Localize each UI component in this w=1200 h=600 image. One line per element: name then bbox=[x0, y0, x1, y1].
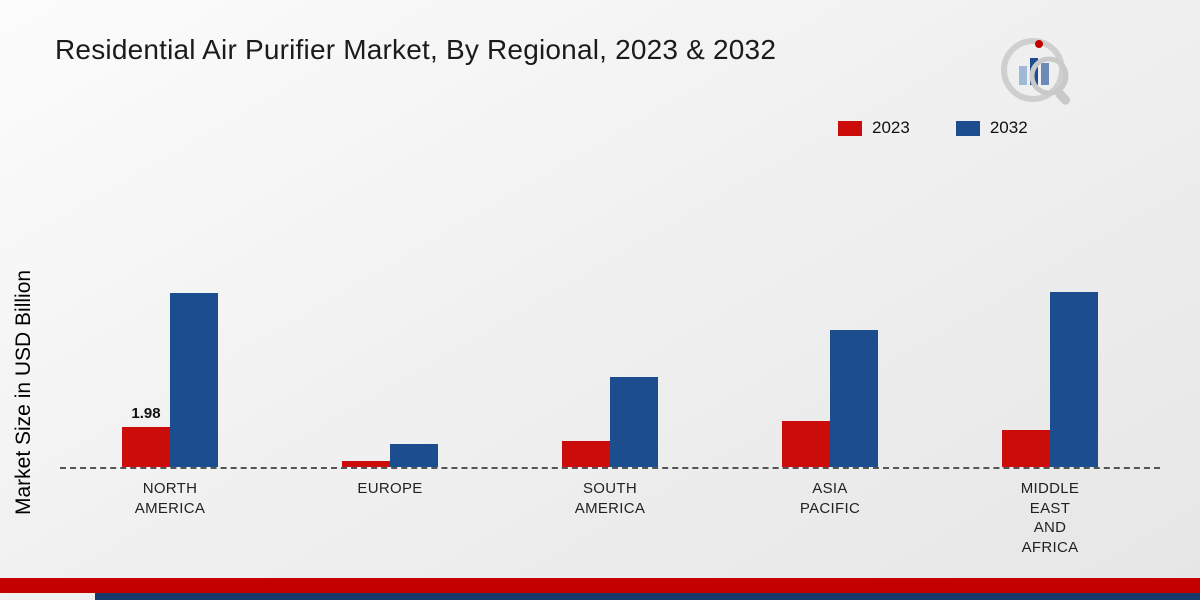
footer-navy-band bbox=[95, 593, 1200, 600]
bar-2032 bbox=[390, 444, 438, 467]
bar-2023 bbox=[782, 421, 830, 467]
bar-2032 bbox=[830, 330, 878, 467]
y-axis-label: Market Size in USD Billion bbox=[12, 269, 35, 515]
bar-group: MIDDLE EAST AND AFRICA bbox=[940, 267, 1160, 556]
bar-group: 1.98 NORTH AMERICA bbox=[60, 267, 280, 517]
bar-group: EUROPE bbox=[280, 267, 500, 497]
category-label: EUROPE bbox=[357, 480, 423, 497]
plot-area: 1.98 NORTH AMERICA EUROPE SOUTH AMERICA ASIA… bbox=[60, 267, 1160, 556]
category-label: ASIA PACIFIC bbox=[799, 480, 861, 517]
legend-item-2023: 2023 bbox=[838, 118, 910, 138]
bar-2032 bbox=[610, 377, 658, 467]
chart-title: Residential Air Purifier Market, By Regi… bbox=[55, 34, 777, 65]
legend-swatch bbox=[955, 120, 980, 136]
bar-2023 bbox=[342, 461, 390, 467]
legend: 2023 2032 bbox=[838, 118, 1028, 138]
bar-2023: 1.98 bbox=[122, 405, 170, 467]
legend-label: 2032 bbox=[989, 118, 1028, 137]
legend-item-2032: 2032 bbox=[955, 118, 1028, 138]
category-label: SOUTH AMERICA bbox=[574, 480, 646, 517]
bar-2023 bbox=[562, 441, 610, 467]
bar-2023 bbox=[1002, 430, 1050, 467]
bar-group: ASIA PACIFIC bbox=[720, 267, 940, 517]
bar-2032 bbox=[1050, 292, 1098, 467]
zero-baseline bbox=[60, 467, 1160, 469]
legend-label: 2023 bbox=[872, 118, 910, 137]
footer-red-band bbox=[0, 578, 1200, 593]
category-label: NORTH AMERICA bbox=[134, 480, 206, 517]
bar-group: SOUTH AMERICA bbox=[500, 267, 720, 517]
legend-swatch bbox=[838, 120, 862, 136]
brand-logo-icon bbox=[1001, 38, 1071, 105]
value-label: 1.98 bbox=[131, 405, 161, 423]
category-label: MIDDLE EAST AND AFRICA bbox=[1020, 480, 1080, 556]
bar-2032 bbox=[170, 293, 218, 467]
